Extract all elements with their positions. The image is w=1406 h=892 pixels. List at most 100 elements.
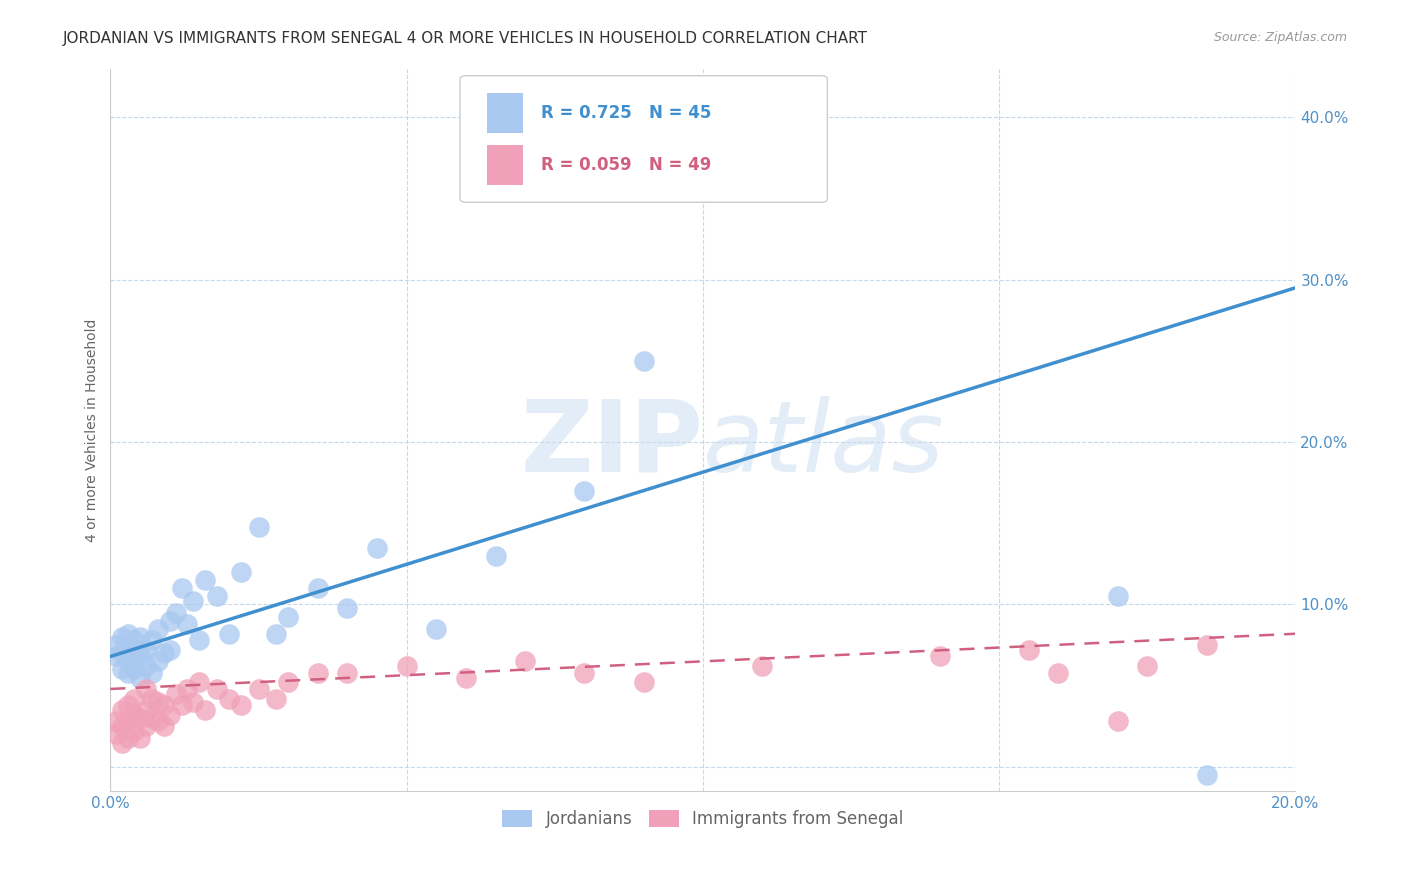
Y-axis label: 4 or more Vehicles in Household: 4 or more Vehicles in Household	[86, 318, 100, 541]
Point	[188, 633, 211, 648]
Text: R = 0.059   N = 49: R = 0.059 N = 49	[540, 156, 711, 174]
Point	[395, 659, 418, 673]
Point	[366, 541, 388, 555]
Point	[152, 698, 174, 713]
Point	[141, 711, 163, 725]
Point	[425, 622, 447, 636]
Point	[122, 633, 145, 648]
Point	[146, 695, 169, 709]
Point	[105, 638, 128, 652]
Point	[336, 665, 359, 680]
Point	[307, 581, 329, 595]
Point	[141, 633, 163, 648]
Point	[135, 643, 157, 657]
Point	[135, 681, 157, 696]
Point	[111, 630, 134, 644]
Text: atlas: atlas	[703, 396, 945, 493]
Point	[484, 549, 506, 563]
Point	[111, 735, 134, 749]
Point	[159, 708, 181, 723]
Point	[122, 663, 145, 677]
Point	[266, 626, 288, 640]
Point	[135, 703, 157, 717]
Point	[229, 565, 252, 579]
Point	[1107, 714, 1129, 729]
Text: JORDANIAN VS IMMIGRANTS FROM SENEGAL 4 OR MORE VEHICLES IN HOUSEHOLD CORRELATION: JORDANIAN VS IMMIGRANTS FROM SENEGAL 4 O…	[63, 31, 869, 46]
Point	[266, 691, 288, 706]
Point	[170, 581, 193, 595]
Point	[751, 659, 773, 673]
FancyBboxPatch shape	[460, 76, 827, 202]
Point	[205, 590, 228, 604]
Point	[165, 687, 187, 701]
Point	[152, 719, 174, 733]
Point	[183, 695, 205, 709]
Bar	[488, 145, 523, 186]
Point	[218, 626, 240, 640]
Point	[141, 691, 163, 706]
Point	[205, 681, 228, 696]
Point	[307, 665, 329, 680]
Point	[135, 719, 157, 733]
Point	[146, 654, 169, 668]
Point	[574, 665, 596, 680]
Point	[105, 649, 128, 664]
Point	[633, 354, 655, 368]
Point	[129, 630, 152, 644]
Point	[111, 703, 134, 717]
Point	[929, 649, 952, 664]
Point	[1018, 643, 1040, 657]
Point	[129, 711, 152, 725]
Point	[165, 606, 187, 620]
Point	[159, 614, 181, 628]
Point	[159, 643, 181, 657]
Point	[117, 698, 139, 713]
Point	[1047, 665, 1070, 680]
Point	[229, 698, 252, 713]
Point	[105, 714, 128, 729]
Point	[111, 663, 134, 677]
Point	[111, 719, 134, 733]
Point	[1195, 768, 1218, 782]
Point	[117, 714, 139, 729]
Point	[117, 665, 139, 680]
Point	[117, 626, 139, 640]
Point	[277, 675, 299, 690]
Legend: Jordanians, Immigrants from Senegal: Jordanians, Immigrants from Senegal	[495, 804, 910, 835]
Point	[188, 675, 211, 690]
Point	[633, 675, 655, 690]
Point	[105, 727, 128, 741]
Point	[176, 681, 198, 696]
Point	[170, 698, 193, 713]
Point	[129, 649, 152, 664]
Point	[117, 731, 139, 745]
Point	[129, 671, 152, 685]
Point	[122, 646, 145, 660]
Point	[146, 714, 169, 729]
Point	[183, 594, 205, 608]
Point	[146, 622, 169, 636]
Point	[515, 654, 537, 668]
Point	[336, 600, 359, 615]
Point	[1136, 659, 1159, 673]
Point	[117, 654, 139, 668]
Point	[1107, 590, 1129, 604]
Point	[194, 703, 217, 717]
Point	[135, 659, 157, 673]
Point	[111, 646, 134, 660]
Point	[152, 646, 174, 660]
Point	[122, 708, 145, 723]
Point	[218, 691, 240, 706]
Point	[277, 610, 299, 624]
Point	[247, 681, 270, 696]
Text: Source: ZipAtlas.com: Source: ZipAtlas.com	[1213, 31, 1347, 45]
Point	[141, 665, 163, 680]
Point	[1195, 638, 1218, 652]
Text: R = 0.725   N = 45: R = 0.725 N = 45	[540, 103, 711, 121]
Point	[122, 691, 145, 706]
Bar	[488, 93, 523, 133]
Point	[247, 519, 270, 533]
Point	[117, 638, 139, 652]
Point	[176, 617, 198, 632]
Point	[122, 724, 145, 739]
